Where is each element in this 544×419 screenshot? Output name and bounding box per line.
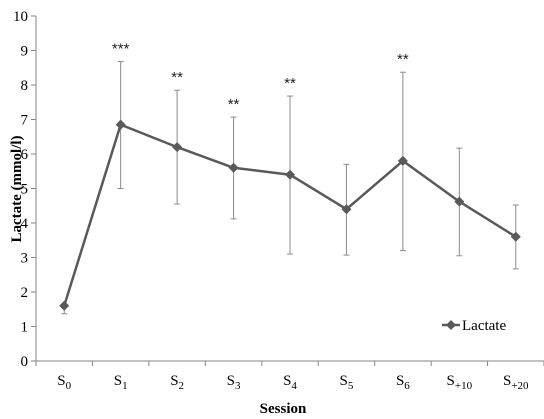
significance-marker: ** (284, 75, 296, 92)
data-point (341, 204, 352, 215)
y-tick-label: 7 (21, 113, 29, 129)
y-tick-label: 9 (21, 44, 29, 60)
data-point (285, 169, 295, 180)
legend-marker (446, 320, 456, 330)
x-tick-label: S4 (283, 373, 297, 392)
significance-marker: ** (397, 51, 409, 68)
x-axis-title: Session (260, 401, 307, 417)
error-bars (61, 61, 519, 315)
data-point (397, 155, 408, 166)
data-point (172, 142, 183, 153)
y-tick-label: 10 (13, 9, 28, 25)
x-tick-label: S+20 (503, 373, 529, 392)
x-tick-label: S1 (114, 373, 128, 392)
y-tick-label: 1 (21, 320, 29, 336)
significance-annotations: *********** (112, 41, 409, 114)
x-tick-label: S0 (57, 373, 71, 392)
x-tick-label: S3 (227, 373, 241, 392)
y-tick-label: 8 (21, 78, 29, 94)
y-tick-label: 5 (21, 182, 29, 198)
y-tick-label: 3 (21, 251, 29, 267)
y-tick-label: 0 (21, 354, 29, 370)
data-point (115, 119, 126, 130)
x-tick-label: S6 (396, 373, 410, 392)
significance-marker: *** (112, 41, 130, 58)
y-axis-title: Lactate (mmol/l) (9, 135, 25, 242)
y-tick-label: 6 (21, 147, 29, 163)
data-point (510, 231, 521, 242)
legend: Lactate (442, 318, 506, 334)
legend-label-lactate: Lactate (462, 318, 506, 334)
x-tick-label: S5 (340, 373, 354, 392)
x-axis: S0 S1 S2 S3 S4 S5 S6 S+10 S+20 (35, 360, 544, 392)
data-point (454, 196, 465, 207)
y-axis: 0 1 2 3 4 5 6 7 8 9 10 (13, 9, 37, 370)
data-point (59, 300, 70, 311)
x-tick-label: S+10 (447, 373, 473, 392)
significance-marker: ** (171, 69, 183, 86)
series-lactate (59, 119, 521, 311)
significance-marker: ** (228, 96, 240, 113)
y-tick-label: 4 (21, 216, 29, 232)
y-tick-label: 2 (21, 285, 29, 301)
x-tick-label: S2 (170, 373, 184, 392)
data-point (228, 162, 239, 173)
